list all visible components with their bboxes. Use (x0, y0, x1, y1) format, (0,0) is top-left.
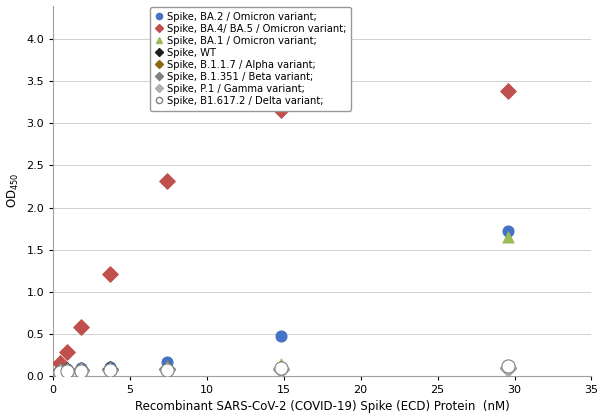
Point (77, 367, 86, 374)
Point (62, 366, 72, 372)
Point (77, 365, 86, 372)
Point (105, 363, 115, 370)
Point (504, 228, 513, 235)
Point (55, 367, 65, 374)
Point (62, 367, 72, 374)
Point (62, 367, 72, 374)
Point (276, 366, 286, 372)
Point (276, 366, 286, 372)
Point (62, 367, 72, 374)
Point (77, 367, 86, 373)
Point (55, 360, 65, 367)
Point (162, 178, 172, 185)
Point (276, 365, 286, 372)
Point (162, 366, 172, 372)
Point (62, 367, 72, 373)
Point (55, 367, 65, 373)
Point (105, 367, 115, 373)
Point (162, 366, 172, 372)
Point (162, 367, 172, 373)
Point (77, 324, 86, 331)
Point (105, 271, 115, 277)
Point (105, 366, 115, 372)
Point (77, 367, 86, 374)
Y-axis label: OD$_{450}$: OD$_{450}$ (5, 173, 21, 209)
Point (276, 106, 286, 113)
Point (77, 367, 86, 373)
Point (77, 367, 86, 373)
Point (62, 367, 72, 374)
Point (162, 358, 172, 365)
Point (504, 365, 513, 372)
Point (504, 234, 513, 241)
Point (77, 366, 86, 372)
Point (504, 88, 513, 95)
Point (105, 365, 115, 372)
Point (276, 366, 286, 372)
Point (105, 367, 115, 373)
Point (105, 367, 115, 373)
Point (504, 362, 513, 369)
Point (62, 367, 72, 373)
Point (504, 365, 513, 372)
Point (162, 367, 172, 373)
Point (276, 361, 286, 367)
Point (504, 365, 513, 372)
Point (55, 368, 65, 375)
Legend: Spike, BA.2 / Omicron variant;, Spike, BA.4/ BA.5 / Omicron variant;, Spike, BA.: Spike, BA.2 / Omicron variant;, Spike, B… (150, 7, 351, 111)
Point (504, 365, 513, 372)
Point (55, 368, 65, 375)
Point (276, 366, 286, 372)
Point (162, 362, 172, 369)
Point (105, 367, 115, 373)
X-axis label: Recombinant SARS-CoV-2 (COVID-19) Spike (ECD) Protein  (nM): Recombinant SARS-CoV-2 (COVID-19) Spike … (135, 401, 510, 414)
Point (162, 366, 172, 372)
Point (276, 333, 286, 340)
Point (55, 367, 65, 373)
Point (55, 367, 65, 374)
Point (62, 349, 72, 356)
Point (55, 367, 65, 374)
